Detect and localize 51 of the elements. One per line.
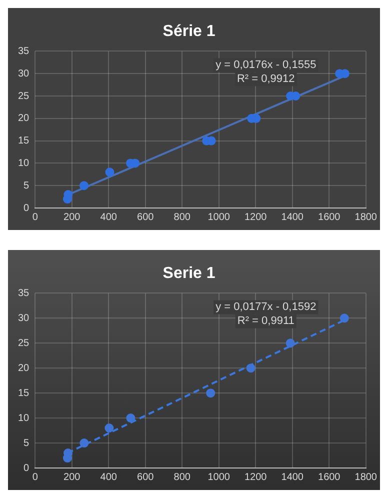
y-tick-label: 30 bbox=[18, 68, 30, 80]
y-tick-label: 30 bbox=[18, 312, 30, 324]
y-tick-label: 5 bbox=[24, 180, 30, 192]
x-tick-label: 0 bbox=[32, 472, 38, 483]
y-tick-label: 5 bbox=[24, 438, 30, 449]
annotation: R² = 0,9911 bbox=[237, 315, 294, 328]
point bbox=[104, 424, 114, 433]
x-tick-label: 800 bbox=[174, 212, 191, 223]
y-tick-label: 0 bbox=[24, 202, 30, 214]
point bbox=[126, 414, 136, 423]
x-tick-label: 1200 bbox=[244, 212, 268, 223]
y-tick-label: 35 bbox=[18, 46, 30, 57]
point bbox=[80, 181, 88, 190]
y-tick-label: 10 bbox=[18, 412, 30, 424]
chart-title: Série 1 bbox=[162, 23, 216, 40]
x-tick-label: 1600 bbox=[318, 472, 341, 483]
x-tick-label: 1200 bbox=[244, 472, 268, 483]
y-tick-label: 0 bbox=[24, 462, 30, 474]
point bbox=[246, 364, 256, 373]
y-tick-label: 25 bbox=[18, 338, 30, 349]
y-tick-label: 35 bbox=[18, 288, 30, 299]
x-tick-label: 200 bbox=[64, 472, 81, 483]
y-tick-label: 15 bbox=[18, 388, 30, 399]
x-tick-label: 1000 bbox=[208, 212, 230, 223]
point bbox=[286, 338, 295, 348]
point bbox=[105, 168, 114, 177]
annotation: y = 0,0176x - 0,1555 bbox=[216, 59, 316, 72]
chart-title: Serie 1 bbox=[162, 265, 216, 282]
point bbox=[206, 388, 216, 398]
x-tick-label: 1400 bbox=[281, 472, 304, 483]
annotation: R² = 0,9912 bbox=[236, 73, 295, 86]
y-tick-label: 25 bbox=[18, 90, 30, 102]
x-tick-label: 600 bbox=[137, 212, 154, 223]
point bbox=[340, 314, 349, 323]
x-tick-label: 200 bbox=[64, 212, 81, 223]
x-tick-label: 800 bbox=[174, 472, 191, 483]
x-tick-label: 1800 bbox=[354, 472, 378, 483]
x-tick-label: 0 bbox=[32, 212, 38, 223]
y-tick-label: 10 bbox=[18, 158, 30, 169]
x-tick-label: 1800 bbox=[354, 212, 378, 223]
point bbox=[80, 438, 89, 448]
y-tick-label: 20 bbox=[18, 113, 30, 124]
x-tick-label: 1400 bbox=[281, 212, 304, 223]
annotation: y = 0,0177x - 0,1592 bbox=[216, 301, 316, 314]
x-tick-label: 1600 bbox=[318, 212, 341, 223]
x-tick-label: 1000 bbox=[208, 472, 230, 483]
x-tick-label: 400 bbox=[100, 472, 118, 483]
x-tick-label: 600 bbox=[137, 472, 154, 483]
x-tick-label: 400 bbox=[100, 212, 118, 223]
y-tick-label: 20 bbox=[18, 362, 30, 374]
y-tick-label: 15 bbox=[18, 136, 30, 147]
